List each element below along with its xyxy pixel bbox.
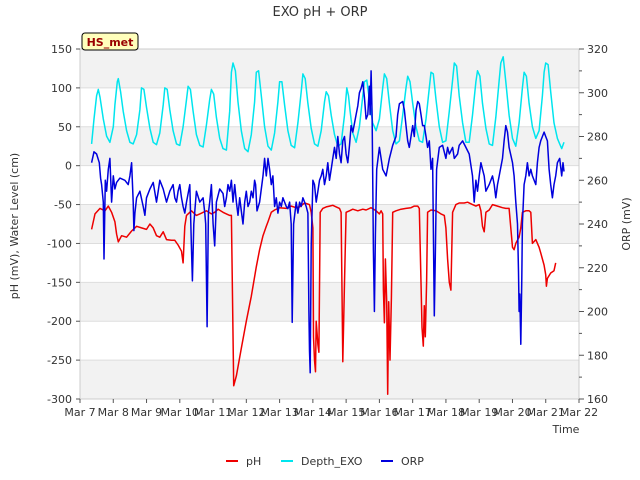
y-left-tick-label: 0 <box>65 160 72 173</box>
y-right-tick-label: 300 <box>587 87 608 100</box>
y-left-tick-label: -50 <box>54 199 72 212</box>
y-left-tick-label: 150 <box>51 43 72 56</box>
x-tick-label: Mar 7 <box>64 406 95 419</box>
y-axis-left-label: pH (mV), Water Level (cm) <box>8 153 21 299</box>
x-axis-label: Time <box>552 423 580 436</box>
x-tick-label: Mar 11 <box>194 406 232 419</box>
y-axis-left-ticks: -300 -250 -200 -150 -100 -50 0 50 100 150 <box>47 43 80 406</box>
x-tick-label: Mar 19 <box>460 406 498 419</box>
x-tick-label: Mar 10 <box>161 406 199 419</box>
x-tick-label: Mar 20 <box>493 406 531 419</box>
y-right-tick-label: 280 <box>587 131 608 144</box>
background-band <box>80 360 579 399</box>
y-right-tick-label: 240 <box>587 218 608 231</box>
legend-label-ph: pH <box>246 455 261 468</box>
y-left-tick-label: -200 <box>47 315 72 328</box>
plot-background-bands <box>80 49 579 399</box>
y-left-tick-label: -300 <box>47 393 72 406</box>
x-tick-label: Mar 18 <box>427 406 465 419</box>
legend-label-orp: ORP <box>401 455 424 468</box>
legend-label-depth-exo: Depth_EXO <box>301 455 363 468</box>
background-band <box>80 282 579 322</box>
x-tick-label: Mar 14 <box>294 406 332 419</box>
x-tick-label: Mar 17 <box>394 406 432 419</box>
x-tick-label: Mar 9 <box>131 406 162 419</box>
y-left-tick-label: -250 <box>47 354 72 367</box>
series-line-ph <box>90 201 557 396</box>
series-line-orp <box>90 70 565 374</box>
y-right-tick-label: 260 <box>587 174 608 187</box>
background-band <box>80 126 579 166</box>
y-left-tick-label: 100 <box>51 82 72 95</box>
y-axis-right-label: ORP (mV) <box>620 197 633 250</box>
x-tick-label: Mar 8 <box>98 406 129 419</box>
station-badge-box <box>81 32 139 51</box>
background-band <box>80 204 579 244</box>
x-tick-label: Mar 22 <box>560 406 598 419</box>
station-badge: HS_met <box>81 32 139 51</box>
y-right-tick-label: 320 <box>587 43 608 56</box>
y-right-tick-label: 180 <box>587 349 608 362</box>
x-tick-label: Mar 16 <box>360 406 398 419</box>
station-badge-label: HS_met <box>87 36 134 49</box>
background-band <box>80 49 579 88</box>
series-group <box>90 56 565 396</box>
x-tick-label: Mar 13 <box>260 406 298 419</box>
y-left-tick-label: -100 <box>47 237 72 250</box>
y-right-tick-label: 200 <box>587 306 608 319</box>
y-left-tick-label: 50 <box>58 121 72 134</box>
y-left-tick-label: -150 <box>47 276 72 289</box>
y-axis-right-ticks: 160 180 200 220 240 260 280 300 320 <box>579 43 608 406</box>
x-tick-label: Mar 12 <box>227 406 265 419</box>
y-right-tick-label: 160 <box>587 393 608 406</box>
legend: pH Depth_EXO ORP <box>226 455 424 468</box>
series-line-depth-exo <box>90 56 565 153</box>
x-tick-label: Mar 21 <box>527 406 565 419</box>
chart-title: EXO pH + ORP <box>273 5 368 20</box>
x-tick-label: Mar 15 <box>327 406 365 419</box>
y-right-tick-label: 220 <box>587 262 608 275</box>
